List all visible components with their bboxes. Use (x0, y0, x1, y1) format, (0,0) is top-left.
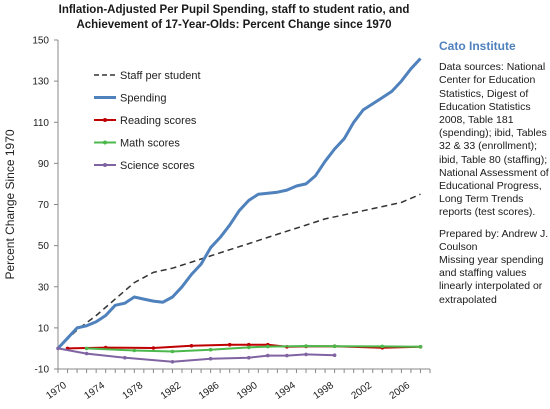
x-tick-label: 1998 (311, 380, 336, 402)
x-tick-label: 1974 (82, 380, 107, 402)
series-line-4 (57, 347, 335, 363)
series-2-point (151, 346, 156, 350)
legend-swatch-marker-3 (103, 140, 107, 145)
legend-label-2: Reading scores (120, 115, 197, 127)
x-tick-label: 1986 (197, 380, 222, 402)
series-4-point (56, 346, 60, 351)
prepared-by-text: Prepared by: Andrew J. Coulson (439, 227, 549, 253)
series-lines (56, 57, 423, 364)
chart-title: Inflation-Adjusted Per Pupil Spending, s… (40, 3, 428, 33)
chart-title-line-1: Inflation-Adjusted Per Pupil Spending, s… (58, 4, 410, 16)
y-tick-label: 30 (38, 282, 50, 293)
series-4-point (332, 353, 337, 358)
series-4-point (266, 353, 270, 358)
y-tick-label: 10 (38, 323, 50, 334)
series-3-point (304, 344, 308, 348)
legend: Staff per student Spending Reading scores M… (86, 46, 218, 176)
legend-label-1: Spending (120, 93, 167, 105)
series-3-point (380, 344, 385, 349)
chart-title-line-2: Achievement of 17-Year-Olds: Percent Cha… (76, 19, 392, 31)
series-line-3 (86, 345, 421, 353)
series-4-point (247, 355, 251, 360)
x-tick-label: 1970 (44, 380, 69, 402)
y-axis-label: Percent Change Since 1970 (3, 129, 17, 279)
legend-label-3: Math scores (120, 138, 180, 150)
x-tick-label: 2006 (388, 380, 413, 402)
legend-swatch-marker-2 (103, 118, 107, 122)
y-tick-label: 110 (33, 118, 49, 129)
x-tick-label: 1990 (235, 380, 260, 402)
series-line-1 (56, 57, 422, 350)
x-tick-label: 1978 (121, 380, 146, 402)
series-3-point (208, 347, 213, 352)
series-4-point (123, 355, 127, 360)
y-tick-label: -10 (35, 365, 50, 376)
legend-background (86, 46, 218, 176)
y-tick-label: 150 (32, 36, 49, 47)
y-tick-label: 130 (32, 77, 49, 88)
side-panel: Cato Institute Data sources: National Ce… (439, 39, 549, 307)
series-4-point (84, 351, 89, 356)
series-2-point (189, 344, 194, 348)
series-4-point (285, 353, 289, 358)
legend-swatch-marker-4 (103, 163, 107, 167)
series-4-point (304, 352, 308, 357)
x-tick-label: 2002 (350, 380, 375, 402)
series-3-point (418, 345, 423, 349)
interpolation-note: Missing year spending and staffing value… (439, 254, 544, 306)
x-tick-label: 1994 (273, 380, 298, 402)
y-tick-label: 50 (38, 241, 50, 252)
series-3-point (132, 348, 137, 353)
series-3-point (266, 344, 270, 349)
series-3-point (84, 346, 89, 351)
y-tick-label: 70 (38, 200, 50, 211)
data-sources-text: Data sources: National Center for Educat… (439, 61, 549, 219)
y-tick-label: 90 (38, 159, 50, 170)
series-line-0 (57, 193, 421, 349)
legend-label-0: Staff per student (120, 70, 201, 82)
series-3-point (332, 344, 337, 349)
series-4-point (170, 360, 175, 364)
legend-label-4: Science scores (120, 160, 195, 172)
series-4-point (208, 356, 213, 361)
organization-name: Cato Institute (439, 39, 516, 53)
series-2-point (227, 342, 232, 347)
series-2-point (247, 342, 251, 347)
series-3-point (247, 345, 251, 350)
series-3-point (170, 349, 175, 354)
x-tick-label: 1982 (159, 380, 184, 402)
